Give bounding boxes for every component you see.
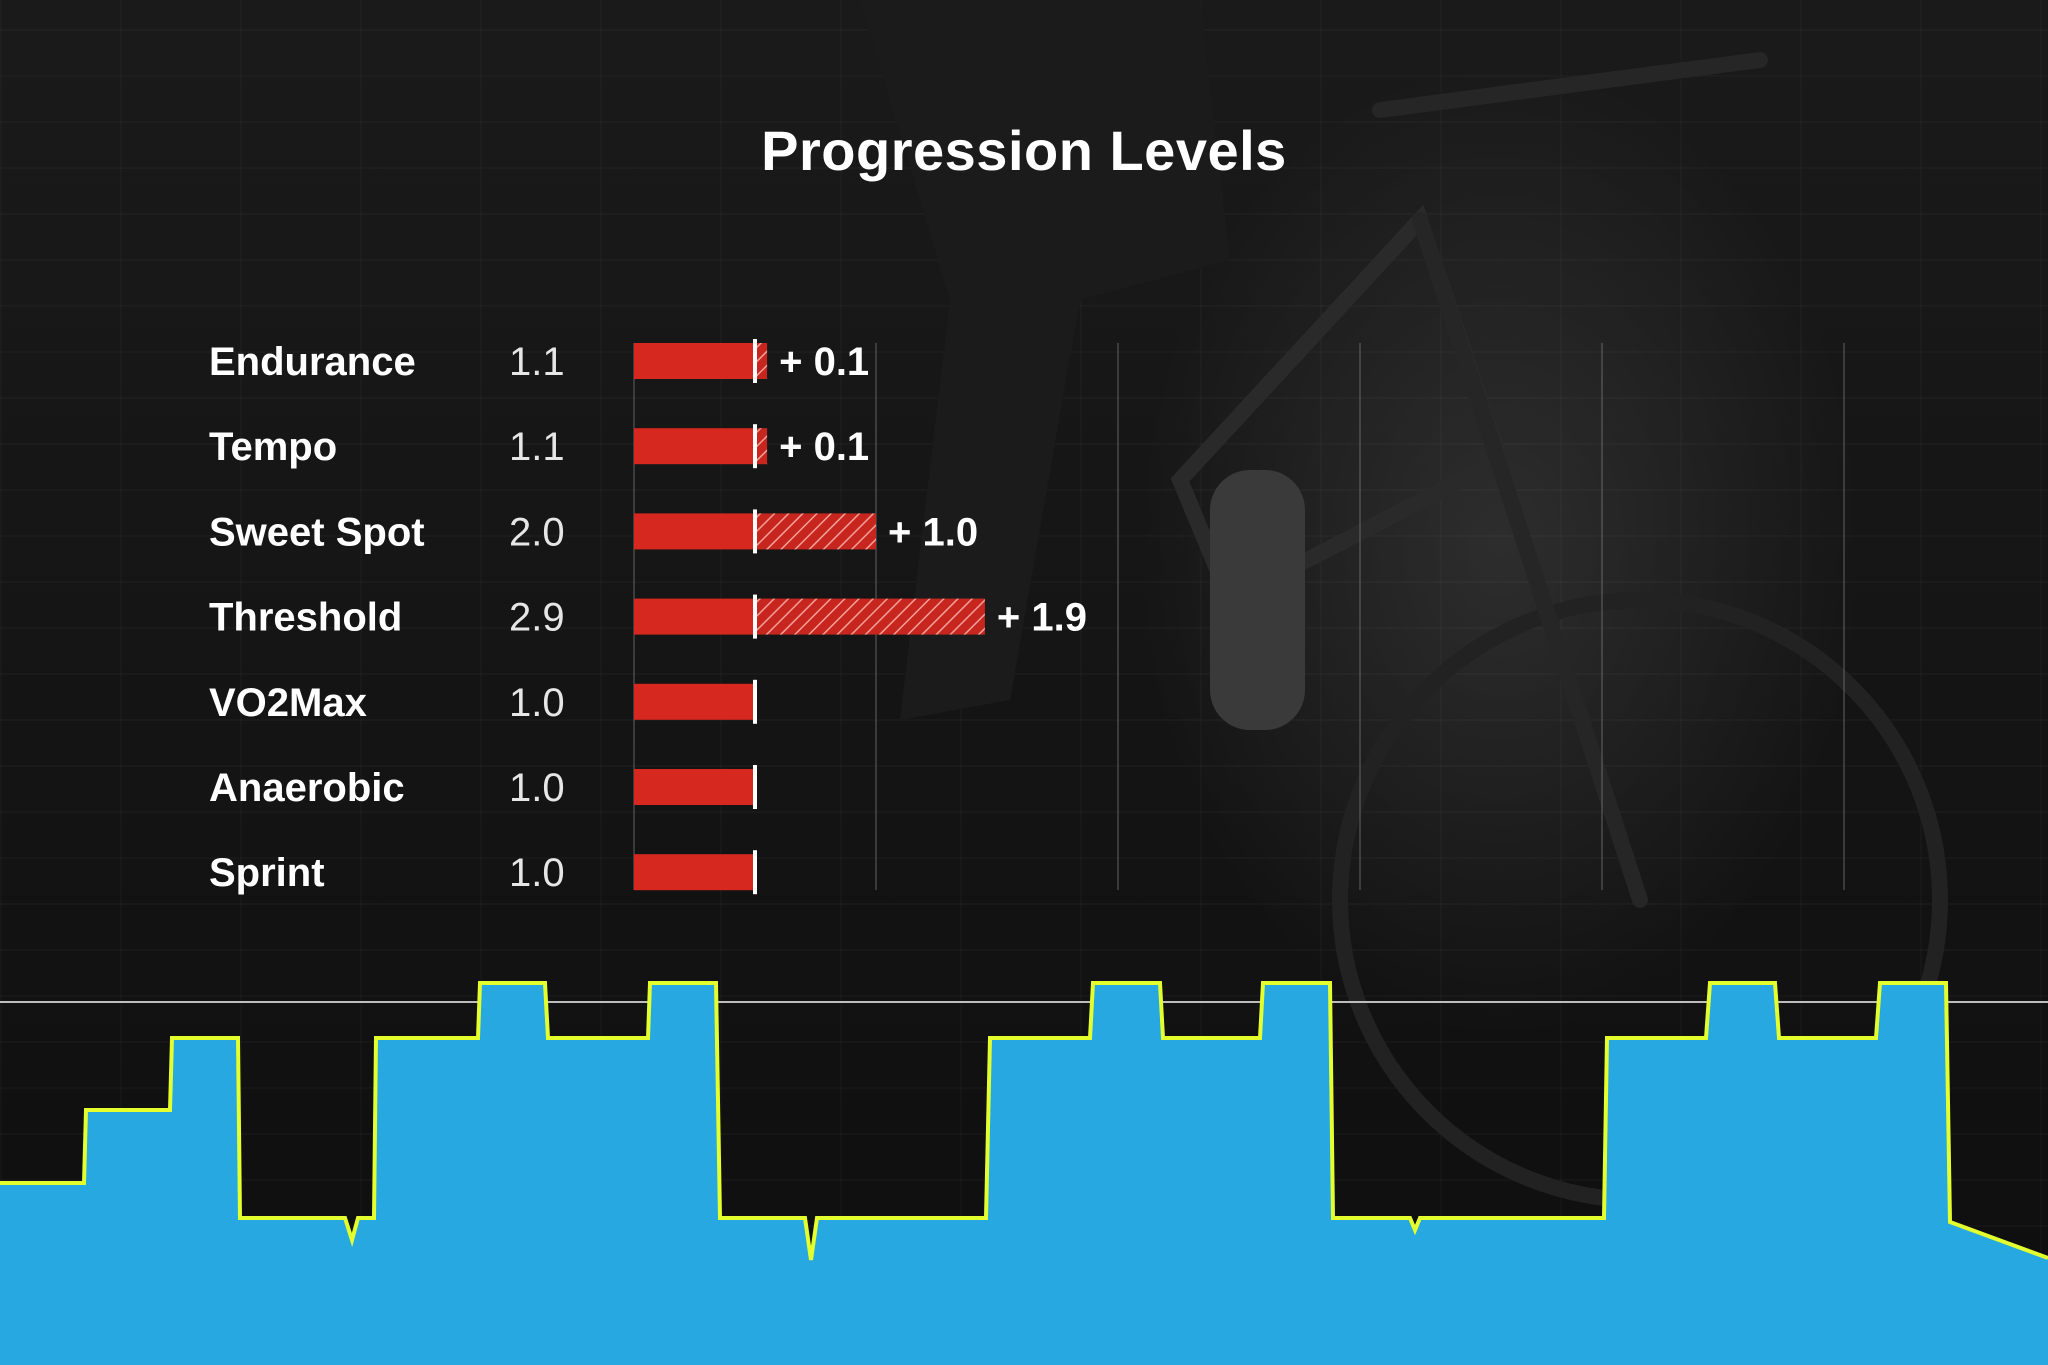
- previous-level-marker: [753, 765, 757, 809]
- zone-level-value: 1.0: [509, 851, 565, 895]
- zone-gain-bar: [755, 513, 876, 550]
- previous-level-marker: [753, 594, 757, 639]
- zone-gain-bar: [755, 598, 985, 635]
- zone-level-value: 1.1: [509, 425, 565, 469]
- zone-label: Threshold: [209, 596, 402, 640]
- zone-level-value: 2.0: [509, 510, 565, 554]
- zone-base-bar: [634, 428, 755, 465]
- zone-base-bar: [634, 854, 755, 891]
- zone-level-value: 2.9: [509, 596, 565, 640]
- zone-base-bar: [634, 598, 755, 635]
- zone-base-bar: [634, 769, 755, 805]
- previous-level-marker: [753, 509, 757, 554]
- zone-level-value: 1.0: [509, 766, 565, 810]
- workout-power-area: [0, 983, 2048, 1365]
- zone-base-bar: [634, 513, 755, 550]
- zone-delta-label: + 1.0: [888, 510, 978, 554]
- zone-delta-label: + 1.9: [997, 596, 1087, 640]
- previous-level-marker: [753, 850, 757, 895]
- zone-base-bar: [634, 343, 755, 379]
- zone-delta-label: + 0.1: [779, 425, 869, 469]
- page-title: Progression Levels: [761, 119, 1287, 182]
- previous-level-marker: [753, 339, 757, 383]
- workout-power-line: [0, 981, 2048, 1261]
- zone-label: Sprint: [209, 851, 325, 895]
- zone-label: Anaerobic: [209, 766, 405, 810]
- previous-level-marker: [753, 679, 757, 724]
- zone-label: Sweet Spot: [209, 510, 425, 554]
- chart-rows: Endurance 1.1 + 0.1 Tempo 1.1 + 0.1 Sweet Spot…: [209, 339, 1087, 895]
- zone-base-bar: [634, 683, 755, 720]
- zone-level-value: 1.0: [509, 681, 565, 725]
- zone-level-value: 1.1: [509, 340, 565, 384]
- zone-label: Endurance: [209, 340, 416, 384]
- zone-label: VO2Max: [209, 681, 367, 725]
- zone-gain-bar: [755, 428, 768, 465]
- zone-gain-bar: [755, 343, 768, 379]
- zone-label: Tempo: [209, 425, 337, 469]
- zone-delta-label: + 0.1: [779, 340, 869, 384]
- previous-level-marker: [753, 424, 757, 469]
